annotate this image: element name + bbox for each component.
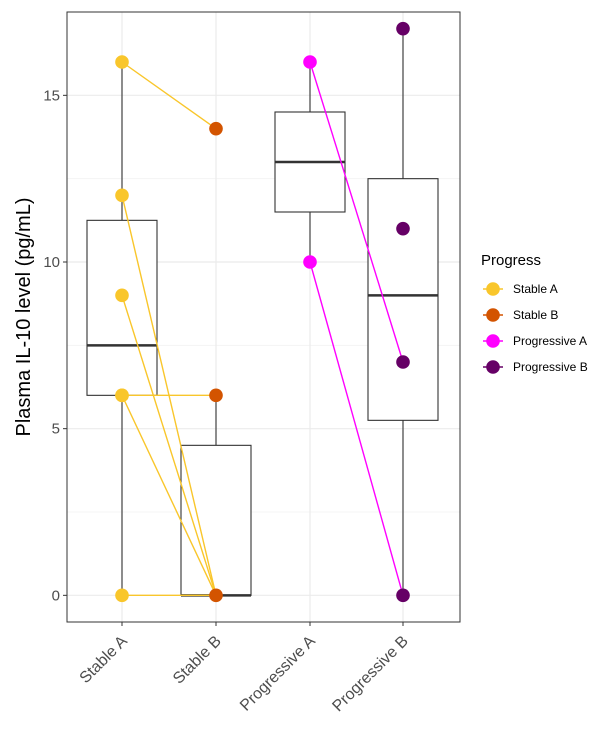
point-stable-a — [115, 288, 129, 303]
pair-line-stable-a — [121, 295, 217, 596]
y-tick-label: 5 — [52, 421, 60, 438]
point-stable-b — [209, 388, 223, 403]
legend-key-stable-a — [486, 282, 500, 296]
legend-key-stable-b — [486, 308, 500, 322]
point-progressive-b — [396, 21, 410, 36]
point-stable-a — [115, 188, 129, 203]
legend-label-progressive-a: Progressive A — [513, 334, 587, 348]
y-tick-label: 15 — [43, 87, 60, 104]
point-stable-b — [209, 588, 223, 603]
legend-label-stable-a: Stable A — [513, 282, 558, 296]
point-stable-a — [115, 588, 129, 603]
point-stable-a — [115, 55, 129, 69]
box-stable-a — [86, 219, 158, 396]
pair-line-progressive-a — [309, 61, 404, 363]
panel-border — [66, 11, 461, 623]
y-tick-label: 10 — [43, 254, 60, 271]
legend: Progress Stable A Stable B Progressive A Pr… — [481, 252, 588, 374]
point-progressive-b — [396, 588, 410, 603]
point-progressive-a — [303, 55, 317, 69]
box-stable-b — [180, 444, 252, 596]
x-tick-label-stable-a: Stable A — [77, 633, 131, 687]
pair-line-stable-a — [121, 61, 217, 130]
legend-title: Progress — [481, 252, 541, 269]
point-progressive-b — [396, 355, 410, 369]
point-stable-b — [209, 121, 223, 136]
x-tick-label-progressive-a: Progressive A — [237, 633, 319, 715]
legend-label-progressive-b: Progressive B — [513, 360, 588, 374]
legend-key-progressive-b — [486, 360, 500, 374]
pair-line-stable-a — [121, 395, 217, 596]
x-tick-label-progressive-b: Progressive B — [329, 633, 411, 715]
x-tick-label-stable-b: Stable B — [170, 633, 225, 688]
point-progressive-a — [303, 255, 317, 269]
point-progressive-b — [396, 221, 410, 236]
point-layer — [115, 21, 410, 603]
y-axis-label: Plasma IL-10 level (pg/mL) — [13, 198, 35, 437]
box-progressive-b — [367, 178, 439, 421]
pair-line-progressive-a — [309, 261, 404, 596]
y-tick-label: 0 — [52, 587, 60, 604]
legend-label-stable-b: Stable B — [513, 308, 558, 322]
legend-key-progressive-a — [486, 334, 500, 348]
point-stable-a — [115, 388, 129, 403]
pair-line-layer — [121, 61, 404, 597]
